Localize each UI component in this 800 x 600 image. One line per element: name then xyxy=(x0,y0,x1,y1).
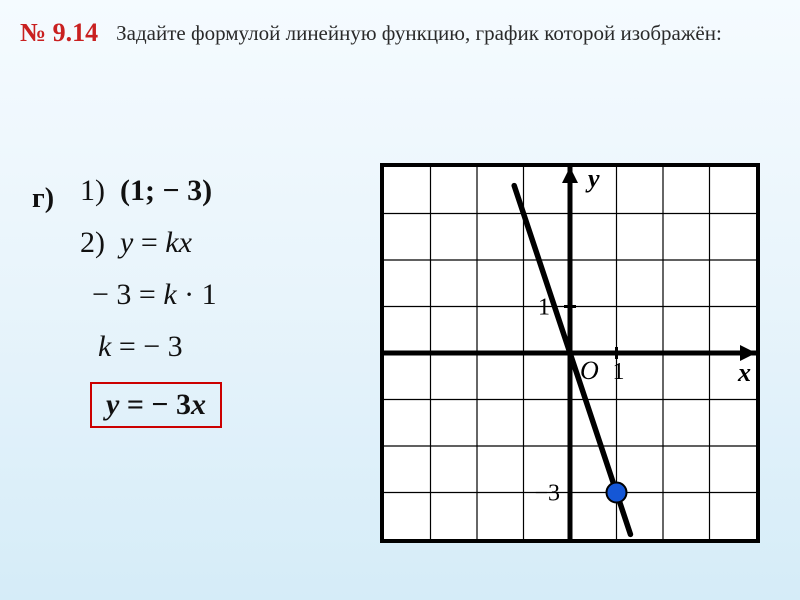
solution-steps: 1) (1; − 3) 2) y = kx − 3 = k · 1 k = − … xyxy=(80,174,222,446)
svg-text:O: O xyxy=(580,356,599,385)
svg-text:y: y xyxy=(585,167,600,193)
step-2: 2) y = kx xyxy=(80,226,222,260)
step-1-point: (1; − 3) xyxy=(120,174,212,207)
step-3-rhs: · 1 xyxy=(177,278,217,311)
svg-text:x: x xyxy=(737,358,751,387)
svg-text:−3: −3 xyxy=(534,481,560,507)
answer-rhs: = − 3 xyxy=(119,388,191,421)
problem-text: Задайте формулой линейную функцию, графи… xyxy=(116,18,722,48)
step-3: − 3 = k · 1 xyxy=(92,278,222,312)
step-4-rhs: = − 3 xyxy=(111,330,182,363)
step-2-x: x xyxy=(179,226,192,259)
graph: yxO11−3 xyxy=(380,163,760,543)
step-3-k: k xyxy=(163,278,176,311)
variant-label: г) xyxy=(32,183,54,215)
step-1: 1) (1; − 3) xyxy=(80,174,222,208)
step-4: k = − 3 xyxy=(98,330,222,364)
answer: y = − 3x xyxy=(90,382,222,428)
step-1-num: 1) xyxy=(80,174,105,207)
step-2-y: y xyxy=(120,226,133,259)
problem-number: № 9.14 xyxy=(20,18,98,48)
content-area: г) 1) (1; − 3) 2) y = kx − 3 = k · 1 k =… xyxy=(0,48,800,68)
svg-text:1: 1 xyxy=(538,295,550,321)
step-2-num: 2) xyxy=(80,226,105,259)
answer-y: y xyxy=(106,388,119,421)
step-2-k: k xyxy=(165,226,178,259)
step-3-lhs: − 3 = xyxy=(92,278,163,311)
step-2-eq: = xyxy=(133,226,165,259)
step-4-k: k xyxy=(98,330,111,363)
answer-x: x xyxy=(191,388,206,421)
svg-text:1: 1 xyxy=(613,359,625,385)
